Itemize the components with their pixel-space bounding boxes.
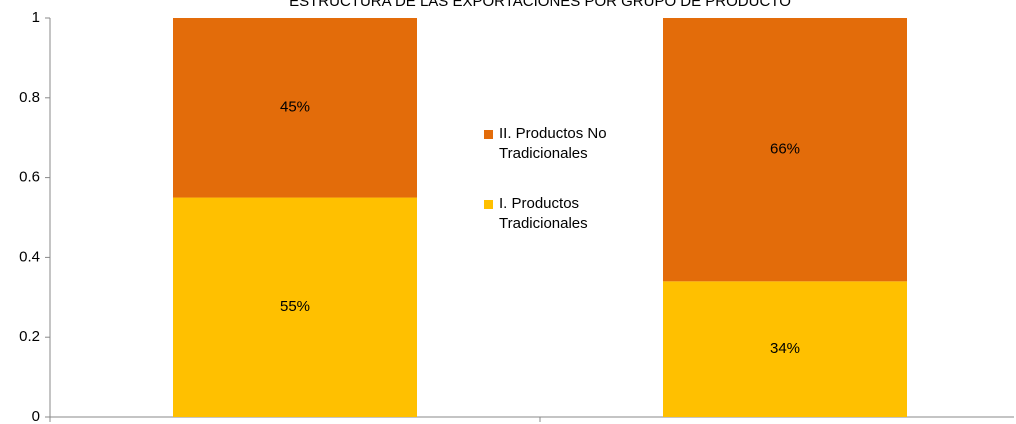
y-tick-label: 1	[32, 9, 40, 26]
legend-swatch	[484, 130, 493, 139]
chart-title: ESTRUCTURA DE LAS EXPORTACIONES POR GRUP…	[289, 0, 791, 10]
bar-segment	[663, 281, 907, 417]
data-label: 66%	[770, 141, 800, 158]
y-tick-label: 0.6	[19, 169, 40, 186]
legend-item: I. Productos Tradicionales	[484, 194, 634, 234]
y-tick-label: 0.2	[19, 328, 40, 345]
data-label: 45%	[280, 99, 310, 116]
y-tick-label: 0.8	[19, 89, 40, 106]
y-tick-label: 0	[32, 408, 40, 424]
legend-label: II. Productos No Tradicionales	[499, 125, 607, 162]
data-label: 55%	[280, 298, 310, 315]
legend-swatch	[484, 200, 493, 209]
y-tick-label: 0.4	[19, 248, 40, 265]
bar-segment	[173, 197, 417, 417]
legend-item: II. Productos No Tradicionales	[484, 124, 634, 164]
legend-label: I. Productos Tradicionales	[499, 195, 588, 232]
bar-segment	[173, 18, 417, 198]
legend: II. Productos No Tradicionales I. Product…	[484, 124, 634, 264]
bar-segment	[663, 18, 907, 282]
data-label: 34%	[770, 340, 800, 357]
